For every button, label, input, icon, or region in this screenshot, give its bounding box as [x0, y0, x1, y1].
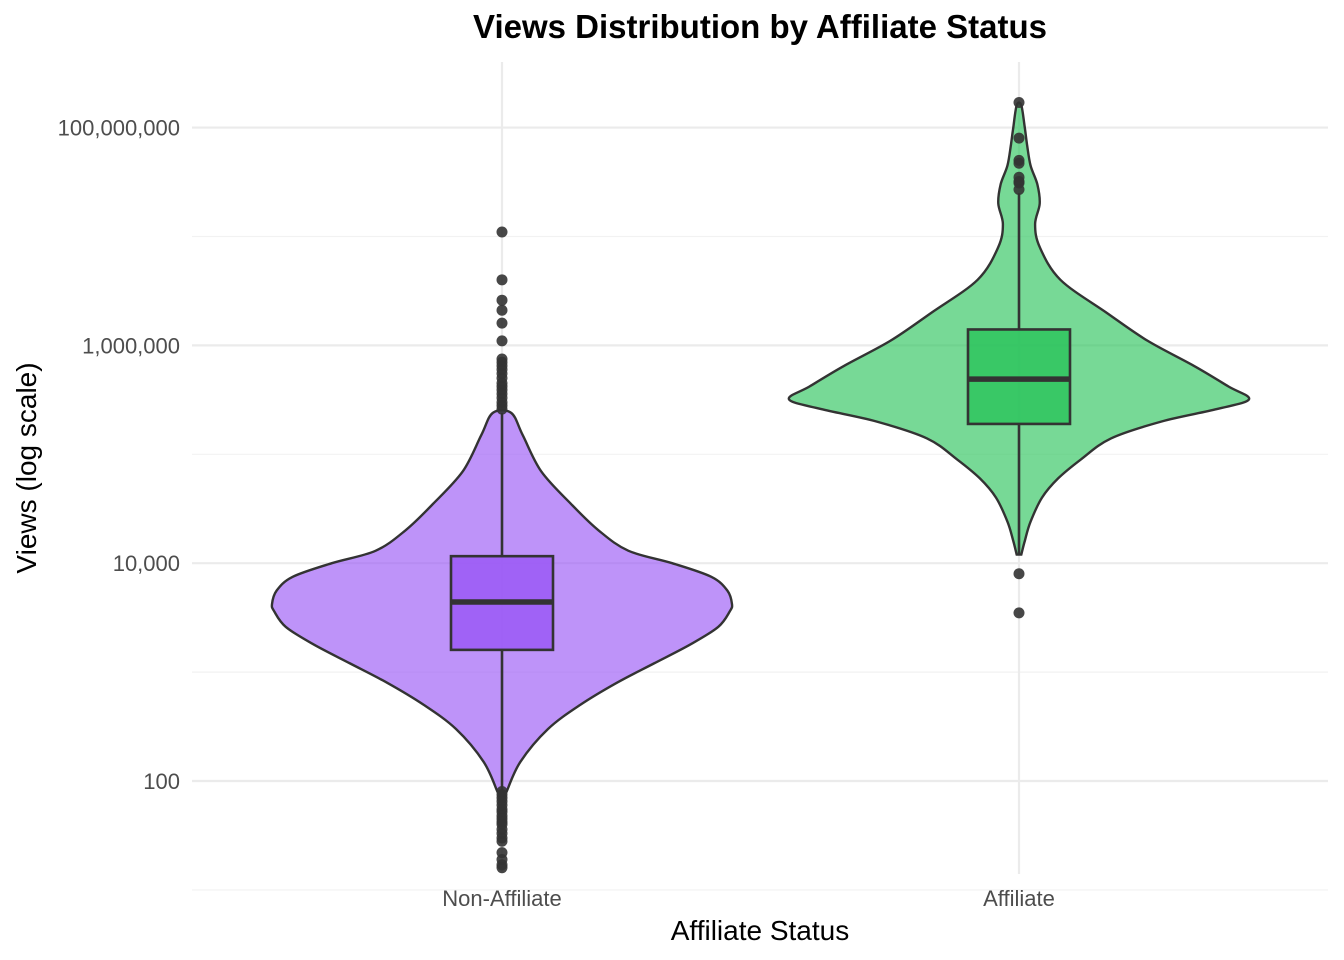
outliers [496, 96, 1025, 874]
x-axis-ticks: Non-Affiliate Affiliate [442, 886, 1055, 911]
outlier-point [1013, 132, 1025, 144]
grid [192, 62, 1328, 891]
y-axis-ticks: 100 10,000 1,000,000 100,000,000 [58, 116, 180, 794]
y-axis-title: Views (log scale) [11, 362, 42, 573]
outlier-point [496, 862, 508, 874]
x-axis-title: Affiliate Status [671, 915, 849, 946]
x-tick-label: Affiliate [983, 886, 1055, 911]
outlier-point [496, 274, 508, 286]
outlier-point [496, 304, 508, 316]
outlier-point [496, 403, 508, 415]
y-tick-label: 10,000 [113, 551, 180, 576]
outlier-point [1013, 568, 1025, 580]
y-tick-label: 1,000,000 [82, 333, 180, 358]
x-tick-label: Non-Affiliate [442, 886, 561, 911]
outlier-point [496, 335, 508, 347]
outlier-point [1013, 96, 1025, 108]
outlier-point [1013, 183, 1025, 195]
outlier-point [1013, 157, 1025, 169]
y-tick-label: 100 [143, 769, 180, 794]
boxplots [449, 193, 1072, 792]
outlier-point [496, 317, 508, 329]
y-tick-label: 100,000,000 [58, 116, 180, 141]
chart-title: Views Distribution by Affiliate Status [473, 8, 1047, 45]
violins [270, 101, 1251, 793]
outlier-point [496, 835, 508, 847]
outlier-point [1013, 607, 1025, 619]
outlier-point [496, 226, 508, 238]
outlier-point [496, 294, 508, 306]
